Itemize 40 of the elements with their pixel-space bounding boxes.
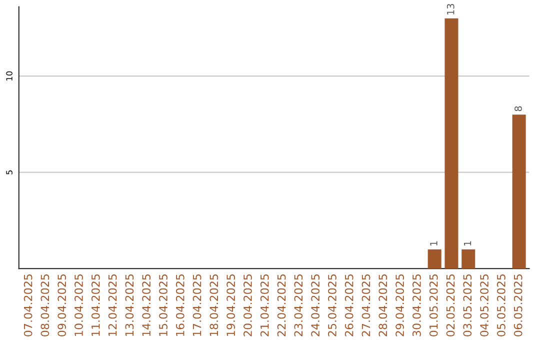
x-tick-label: 27.04.2025 [362, 274, 370, 336]
x-tick-label: 11.04.2025 [91, 274, 100, 336]
x-tick-label: 14.04.2025 [142, 274, 151, 336]
bar [512, 114, 526, 269]
x-tick-label: 06.05.2025 [514, 274, 522, 336]
x-tick-label: 22.04.2025 [277, 274, 286, 336]
x-tick-label: 28.04.2025 [378, 274, 388, 336]
bar [428, 249, 442, 269]
x-tick-label: 02.05.2025 [446, 274, 455, 336]
x-tick-label: 29.04.2025 [396, 274, 404, 336]
x-tick-label: 24.04.2025 [311, 274, 320, 336]
x-tick-label: 18.04.2025 [210, 274, 218, 336]
x-tick-label: 05.05.2025 [496, 274, 506, 336]
x-tick-label: 20.04.2025 [244, 274, 252, 336]
x-tick-label: 08.04.2025 [40, 274, 50, 336]
x-tick-label: 07.04.2025 [24, 274, 32, 336]
x-tick-label: 23.04.2025 [294, 274, 303, 336]
x-tick-label: 13.04.2025 [125, 274, 134, 336]
x-tick-label: 04.05.2025 [480, 274, 488, 336]
x-tick-label: 25.04.2025 [328, 274, 336, 336]
x-tick-label: 15.04.2025 [159, 274, 168, 336]
x-tick-label: 09.04.2025 [58, 274, 66, 336]
x-tick-label: 30.04.2025 [412, 274, 421, 336]
y-tick-label: 5 [6, 170, 12, 174]
x-tick-label: 12.04.2025 [108, 274, 117, 336]
data-label: 13 [446, 4, 454, 15]
x-tick-label: 17.04.2025 [192, 274, 202, 336]
bar [444, 18, 458, 269]
x-tick-label: 01.05.2025 [429, 274, 438, 336]
x-tick-label: 26.04.2025 [344, 274, 354, 336]
data-label: 1 [464, 241, 472, 246]
bar [462, 249, 476, 269]
y-tick-label: 10 [6, 71, 12, 80]
data-label: 8 [514, 106, 522, 112]
x-tick-label: 03.05.2025 [463, 274, 472, 336]
x-tick-label: 19.04.2025 [226, 274, 236, 336]
x-tick-label: 10.04.2025 [74, 274, 83, 336]
x-tick-label: 16.04.2025 [176, 274, 184, 336]
x-tick-label: 21.04.2025 [260, 274, 269, 336]
data-label: 1 [430, 241, 438, 246]
